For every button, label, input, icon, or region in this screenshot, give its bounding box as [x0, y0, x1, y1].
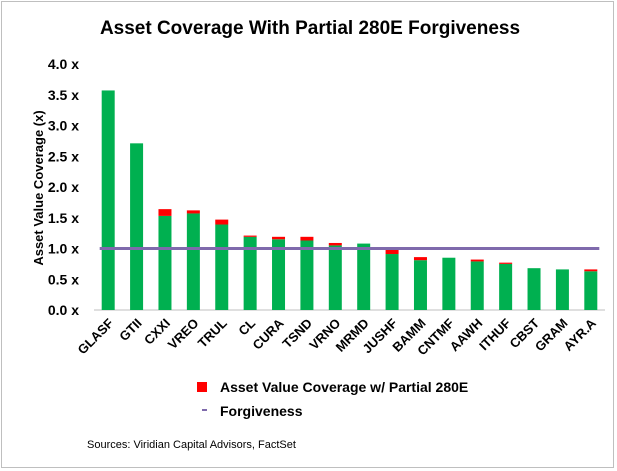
bar-base-aawh — [470, 261, 484, 310]
x-tick-label: AAWH — [447, 316, 486, 355]
legend-swatch-red — [197, 382, 207, 392]
bar-base-ayr-a — [584, 271, 598, 310]
bar-base-gtii — [130, 143, 144, 310]
bar-forgiveness-cura — [272, 236, 286, 240]
bar-base-mrmd — [357, 243, 371, 310]
x-tick-label: AYR.A — [561, 315, 600, 354]
y-tick-label: 3.0 x — [48, 118, 79, 134]
bar-forgiveness-trul — [215, 219, 229, 225]
bar-forgiveness-cl — [243, 235, 257, 237]
bar-base-cntmf — [442, 257, 456, 310]
bar-base-cxxi — [158, 215, 172, 310]
bar-base-trul — [215, 224, 229, 310]
y-axis-ticks: 0.0 x 0.5 x 1.0 x 1.5 x 2.0 x 2.5 x 3.0 x 3.5 x… — [48, 56, 79, 318]
bar-forgiveness-tsnd — [300, 236, 314, 241]
y-tick-label: 3.5 x — [48, 87, 79, 103]
x-tick-label: GLASF — [75, 315, 117, 357]
bar-base-vreo — [186, 213, 200, 310]
bar-forgiveness-vrno — [328, 242, 342, 246]
bar-base-glasf — [101, 90, 115, 310]
bar-forgiveness-vreo — [186, 210, 200, 214]
y-tick-label: 2.5 x — [48, 148, 79, 164]
bar-forgiveness-ithuf — [499, 262, 513, 264]
x-tick-label: CL — [235, 315, 258, 338]
bar-base-cl — [243, 236, 257, 310]
bar-forgiveness-jushf — [385, 249, 399, 255]
y-tick-label: 4.0 x — [48, 56, 79, 72]
x-tick-label: GTII — [116, 316, 144, 344]
bar-base-bamm — [413, 260, 427, 310]
y-tick-label: 0.5 x — [48, 271, 79, 287]
bar-base-cbst — [527, 268, 541, 310]
bar-forgiveness-ayr-a — [584, 269, 598, 272]
y-tick-label: 1.0 x — [48, 241, 79, 257]
x-tick-label: VREO — [165, 316, 202, 353]
y-tick-label: 2.0 x — [48, 179, 79, 195]
bar-forgiveness-cxxi — [158, 209, 172, 216]
bar-forgiveness-aawh — [470, 259, 484, 262]
x-tick-label: ITHUF — [476, 315, 514, 353]
bars — [101, 90, 598, 310]
legend-swatch-line — [202, 409, 207, 411]
bar-base-ithuf — [499, 263, 513, 310]
legend-label-line1: Asset Value Coverage w/ Partial 280E — [220, 379, 468, 395]
x-tick-label: TRUL — [195, 315, 230, 350]
y-tick-label: 0.0 x — [48, 302, 79, 318]
source-note: Sources: Viridian Capital Advisors, Fact… — [87, 439, 296, 451]
bar-base-vrno — [328, 245, 342, 310]
bar-base-cura — [272, 239, 286, 310]
y-tick-label: 1.5 x — [48, 210, 79, 226]
chart-title: Asset Coverage With Partial 280E Forgive… — [100, 18, 520, 39]
legend-label-line2: Forgiveness — [220, 403, 303, 419]
x-tick-label: CURA — [249, 315, 287, 353]
bar-base-tsnd — [300, 240, 314, 310]
y-axis-title: Asset Value Coverage (x) — [31, 110, 46, 265]
bar-forgiveness-bamm — [413, 257, 427, 261]
bar-base-jushf — [385, 254, 399, 310]
bar-base-gram — [555, 269, 569, 310]
